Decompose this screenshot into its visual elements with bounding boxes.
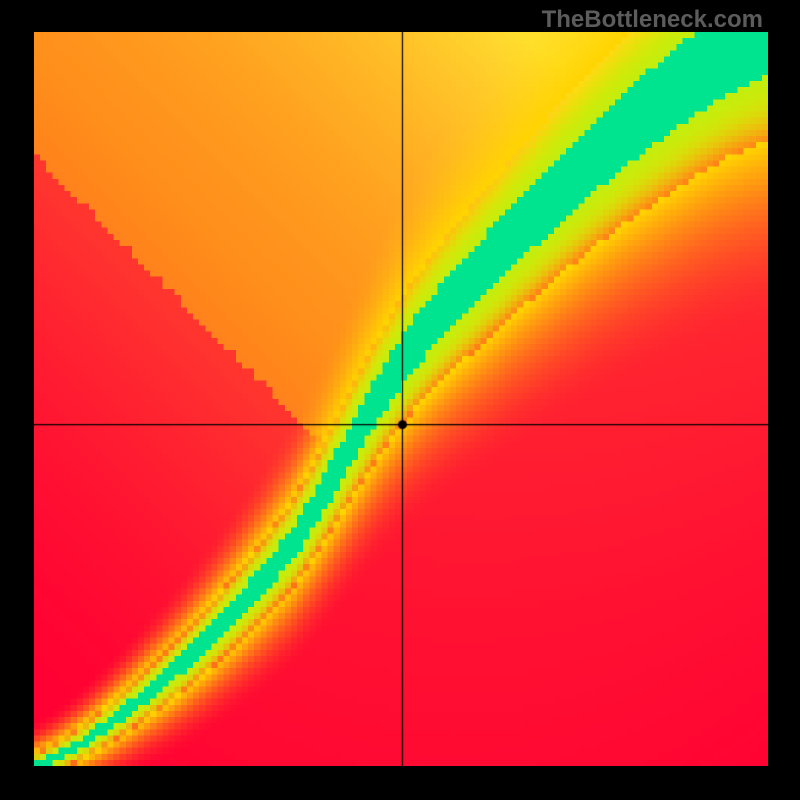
watermark-text: TheBottleneck.com — [542, 6, 763, 34]
chart-container: TheBottleneck.com — [0, 0, 800, 800]
bottleneck-heatmap — [34, 32, 768, 766]
